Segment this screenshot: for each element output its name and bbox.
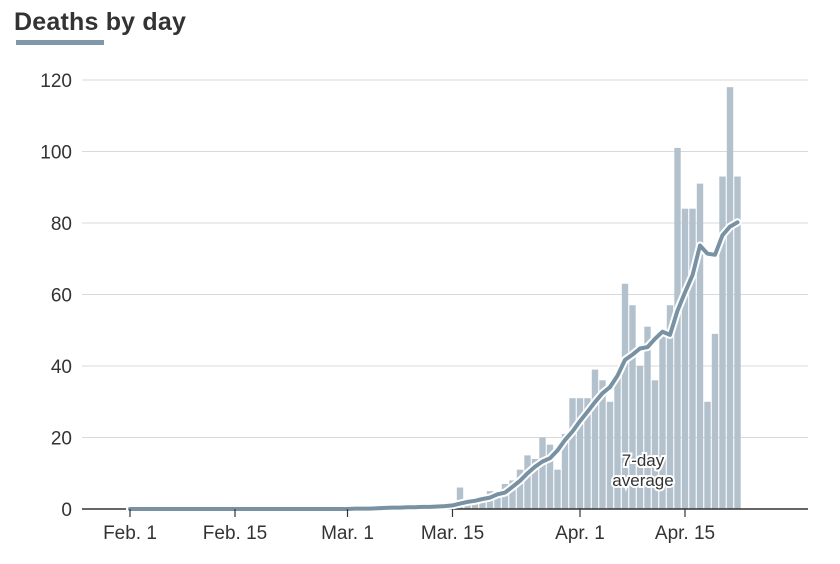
- x-tick-label: Feb. 1: [103, 523, 157, 544]
- x-tick-label: Feb. 15: [203, 523, 267, 544]
- bar: [726, 87, 734, 510]
- bar: [659, 333, 666, 509]
- bar: [674, 147, 681, 510]
- bar: [516, 469, 524, 509]
- bar: [539, 437, 546, 509]
- bar: [524, 455, 531, 509]
- bar: [554, 469, 561, 509]
- bar: [629, 305, 636, 509]
- bar: [644, 326, 651, 509]
- annotation-line-1: 7-day: [622, 451, 665, 470]
- bar: [569, 398, 576, 509]
- bar: [509, 480, 516, 509]
- chart-title: Deaths by day: [14, 8, 187, 36]
- bar: [719, 176, 726, 509]
- bar: [591, 369, 599, 509]
- bar: [651, 380, 659, 509]
- annotation-line-2: average: [612, 471, 673, 490]
- y-tick-label: 80: [51, 214, 72, 235]
- x-axis-ticks: Feb. 1 Feb. 15 Mar. 1 Mar. 15 Apr. 1 Apr. 15: [103, 509, 715, 544]
- bar: [704, 401, 711, 509]
- x-tick-label: Mar. 15: [421, 523, 484, 544]
- bar: [606, 401, 614, 509]
- title-underline: [16, 40, 104, 45]
- bar: [531, 458, 539, 509]
- y-tick-label: 20: [51, 429, 72, 450]
- bar: [584, 398, 591, 509]
- chart-title-wrap: Deaths by day: [14, 8, 187, 45]
- bar: [666, 305, 674, 509]
- y-tick-label: 100: [40, 143, 72, 164]
- bar: [621, 283, 629, 509]
- bar: [711, 333, 719, 509]
- average-line-path: [128, 220, 740, 511]
- x-tick-label: Mar. 1: [321, 523, 374, 544]
- bar: [456, 487, 464, 509]
- bar: [636, 366, 644, 509]
- bar: [599, 380, 606, 509]
- bars: [441, 87, 741, 510]
- bar: [734, 176, 741, 509]
- bar: [689, 208, 696, 509]
- y-tick-label: 0: [61, 500, 72, 521]
- x-tick-label: Apr. 1: [555, 523, 605, 544]
- y-axis-ticks: 0 20 40 60 80 100 120: [40, 71, 72, 521]
- bar: [614, 376, 621, 509]
- bar: [561, 433, 569, 509]
- bar: [494, 494, 501, 509]
- bar: [464, 505, 471, 509]
- bar: [546, 444, 554, 509]
- bar: [576, 398, 584, 509]
- bar: [479, 498, 486, 509]
- average-line: [126, 218, 742, 513]
- x-tick-label: Apr. 15: [655, 523, 715, 544]
- y-tick-label: 60: [51, 286, 72, 307]
- y-tick-label: 120: [40, 71, 72, 92]
- bar: [681, 208, 689, 509]
- y-tick-label: 40: [51, 357, 72, 378]
- bar: [696, 183, 704, 510]
